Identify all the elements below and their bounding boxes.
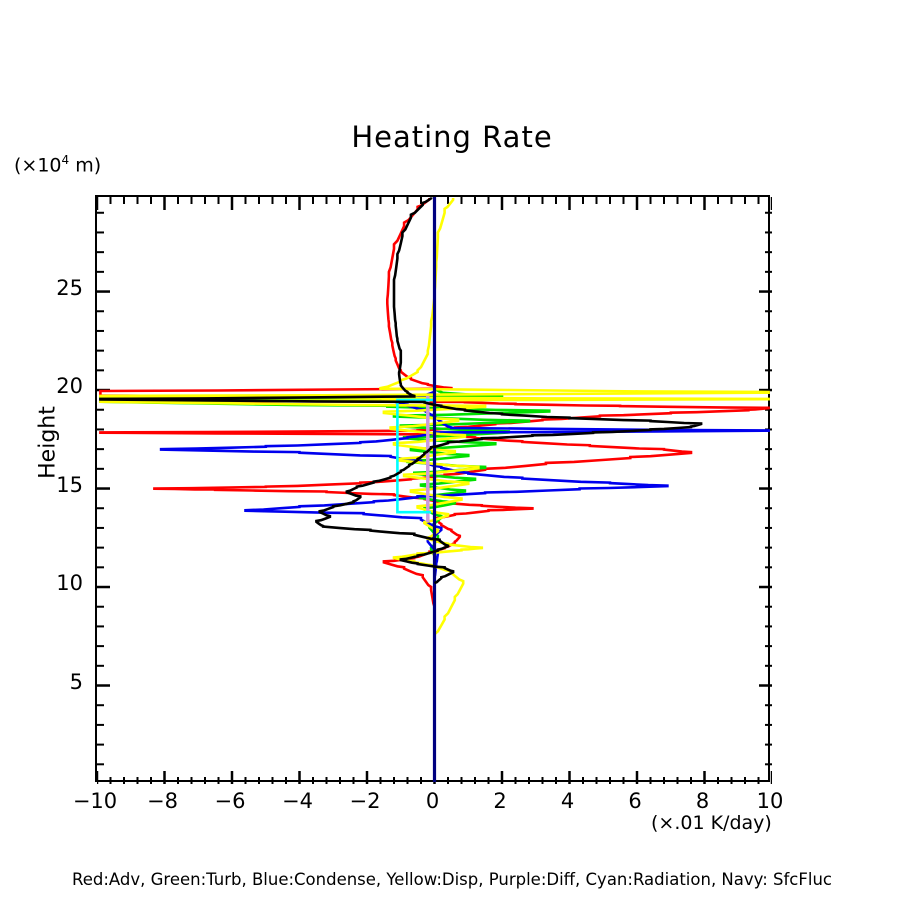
plot-area xyxy=(95,195,772,784)
x-tick-label: 2 xyxy=(493,789,507,813)
series-disp xyxy=(99,198,770,636)
page-title: Heating Rate xyxy=(351,120,553,154)
x-tick-label: −10 xyxy=(72,789,118,813)
plot-canvas xyxy=(97,197,772,784)
y-axis-unit-label: (×104 m) xyxy=(14,153,102,177)
y-tick-label: 10 xyxy=(56,571,83,596)
series-legend: Red:Adv, Green:Turb, Blue:Condense, Yell… xyxy=(72,870,832,889)
y-tick-label: 15 xyxy=(56,472,83,497)
x-tick-label: 4 xyxy=(560,789,575,813)
series-turb xyxy=(99,387,551,568)
y-tick-label: 5 xyxy=(69,669,83,694)
x-tick-label: −6 xyxy=(214,789,246,813)
series-adv xyxy=(99,198,770,635)
x-tick-label: −2 xyxy=(349,789,381,813)
x-axis-label: (×.01 K/day) xyxy=(651,812,772,834)
x-tick-label: −8 xyxy=(147,789,178,813)
x-tick-label: 6 xyxy=(628,789,642,813)
y-tick-label: 20 xyxy=(56,374,83,399)
series-total xyxy=(99,197,703,585)
x-tick-label: −4 xyxy=(282,789,313,813)
x-tick-label: 8 xyxy=(695,789,710,813)
series-radiation xyxy=(396,398,435,514)
x-tick-label: 0 xyxy=(425,789,440,813)
x-tick-label: 10 xyxy=(756,789,784,813)
y-tick-label: 25 xyxy=(56,275,83,300)
